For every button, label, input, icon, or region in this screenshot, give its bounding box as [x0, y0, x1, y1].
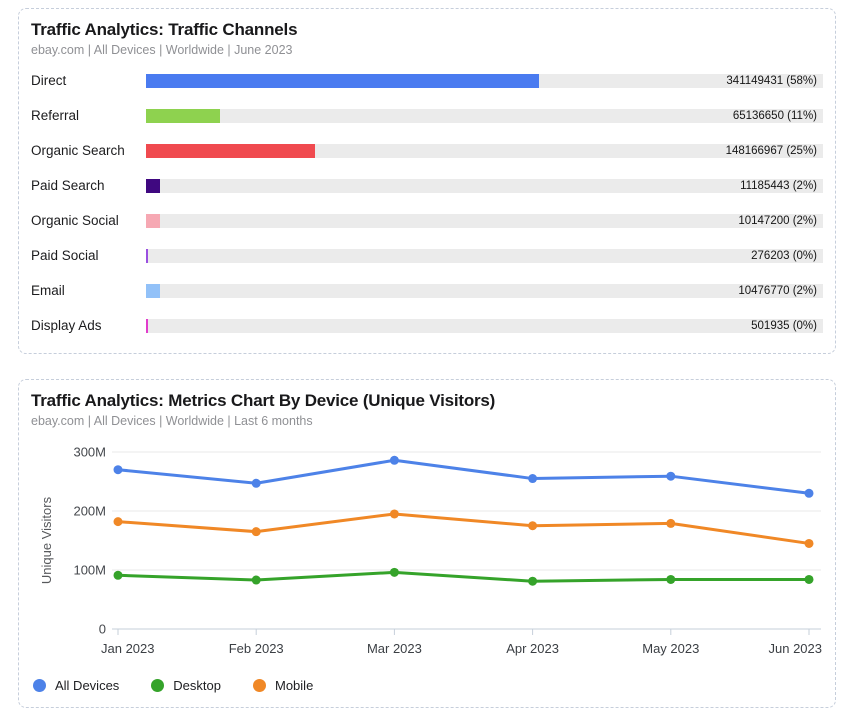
channel-row: Organic Search 148166967 (25%) [31, 133, 823, 168]
data-point[interactable] [804, 574, 814, 584]
x-tick-label: Apr 2023 [506, 641, 559, 656]
data-point[interactable] [666, 518, 676, 528]
data-point[interactable] [113, 517, 123, 527]
traffic-channels-panel: Traffic Analytics: Traffic Channels ebay… [18, 8, 836, 354]
channel-bar-list: Direct 341149431 (58%) Referral 65136650 (1… [31, 63, 823, 343]
channel-bar-track: 501935 (0%) [146, 318, 823, 333]
data-point[interactable] [251, 527, 261, 537]
channel-label: Paid Social [31, 248, 99, 263]
channel-row: Email 10476770 (2%) [31, 273, 823, 308]
channel-bar-track: 341149431 (58%) [146, 73, 823, 88]
data-point[interactable] [113, 465, 123, 475]
y-tick-label: 0 [99, 622, 106, 637]
channel-label: Referral [31, 108, 80, 123]
channel-bar-track: 148166967 (25%) [146, 143, 823, 158]
channel-bar-track: 65136650 (11%) [146, 108, 823, 123]
channel-bar-track: 276203 (0%) [146, 248, 823, 263]
legend-item-desktop[interactable]: Desktop [151, 678, 221, 693]
channel-row: Organic Social 10147200 (2%) [31, 203, 823, 238]
legend-item-all-devices[interactable]: All Devices [33, 678, 119, 693]
channel-label: Organic Social [31, 213, 119, 228]
channel-row: Referral 65136650 (11%) [31, 98, 823, 133]
data-point[interactable] [528, 474, 538, 484]
channel-bar[interactable] [146, 248, 148, 263]
channel-row: Direct 341149431 (58%) [31, 63, 823, 98]
channel-label: Paid Search [31, 178, 105, 193]
legend-label: Desktop [173, 677, 221, 693]
data-point[interactable] [389, 509, 399, 519]
channel-label: Display Ads [31, 318, 102, 333]
channel-label: Organic Search [31, 143, 125, 158]
series-line [116, 512, 811, 545]
series-line [116, 458, 811, 495]
legend-label: All Devices [55, 677, 120, 693]
data-point[interactable] [804, 538, 814, 548]
channel-bar-track: 10147200 (2%) [146, 213, 823, 228]
channel-bar[interactable] [146, 318, 148, 333]
legend-label: Mobile [275, 677, 314, 693]
x-tick-label: May 2023 [642, 641, 699, 656]
data-point[interactable] [666, 471, 676, 481]
data-point[interactable] [113, 570, 123, 580]
legend-item-mobile[interactable]: Mobile [253, 678, 313, 693]
data-point[interactable] [251, 478, 261, 488]
channel-bar[interactable] [146, 73, 539, 88]
channel-value: 501935 (0%) [751, 319, 817, 332]
channel-row: Paid Social 276203 (0%) [31, 238, 823, 273]
data-point[interactable] [528, 576, 538, 586]
channel-bar[interactable] [146, 283, 160, 298]
y-tick-label: 100M [73, 563, 106, 578]
legend-dot-icon [151, 678, 165, 692]
channels-panel-title: Traffic Analytics: Traffic Channels [31, 20, 298, 39]
y-tick-label: 300M [73, 445, 106, 460]
metrics-panel-title: Traffic Analytics: Metrics Chart By Devi… [31, 391, 496, 410]
y-tick-label: 200M [73, 504, 106, 519]
data-point[interactable] [666, 574, 676, 584]
channel-value: 65136650 (11%) [732, 109, 817, 122]
legend-dot-icon [253, 678, 266, 692]
data-point[interactable] [251, 575, 261, 585]
channel-label: Email [31, 283, 65, 298]
data-point[interactable] [389, 567, 399, 577]
channel-bar[interactable] [146, 213, 160, 228]
channel-value: 10476770 (2%) [738, 284, 817, 297]
channel-bar[interactable] [146, 108, 221, 123]
unique-visitors-line-chart: 0 100M 200M 300M Jan 2023 Feb 2023 Mar 2023 Apr… [31, 437, 823, 665]
legend-dot-icon [33, 678, 46, 692]
data-point[interactable] [528, 521, 538, 531]
channel-bar[interactable] [146, 178, 160, 193]
channel-label: Direct [31, 73, 67, 88]
channel-value: 276203 (0%) [751, 249, 817, 262]
channel-bar-track: 10476770 (2%) [146, 283, 823, 298]
x-tick-label: Jan 2023 [101, 641, 155, 656]
channel-value: 11185443 (2%) [740, 179, 817, 192]
chart-legend: All Devices Desktop Mobile [31, 677, 823, 697]
x-tick-label: Mar 2023 [367, 641, 422, 656]
channel-row: Paid Search 11185443 (2%) [31, 168, 823, 203]
series-line [116, 570, 811, 583]
channel-value: 10147200 (2%) [738, 214, 817, 227]
x-tick-label: Feb 2023 [229, 641, 284, 656]
channels-panel-subtitle: ebay.com | All Devices | Worldwide | Jun… [31, 43, 293, 57]
channel-value: 148166967 (25%) [725, 144, 817, 157]
channel-bar[interactable] [146, 143, 316, 158]
channel-bar-track: 11185443 (2%) [146, 178, 823, 193]
data-point[interactable] [804, 488, 814, 498]
channel-value: 341149431 (58%) [726, 74, 817, 87]
metrics-panel-subtitle: ebay.com | All Devices | Worldwide | Las… [31, 414, 313, 428]
data-point[interactable] [389, 455, 399, 465]
x-tick-label: Jun 2023 [769, 641, 823, 656]
y-axis-title: Unique Visitors [39, 496, 54, 584]
channel-row: Display Ads 501935 (0%) [31, 308, 823, 343]
metrics-by-device-panel: Traffic Analytics: Metrics Chart By Devi… [18, 379, 836, 708]
line-chart-svg: 0 100M 200M 300M Jan 2023 Feb 2023 Mar 2023 Apr… [39, 445, 823, 657]
